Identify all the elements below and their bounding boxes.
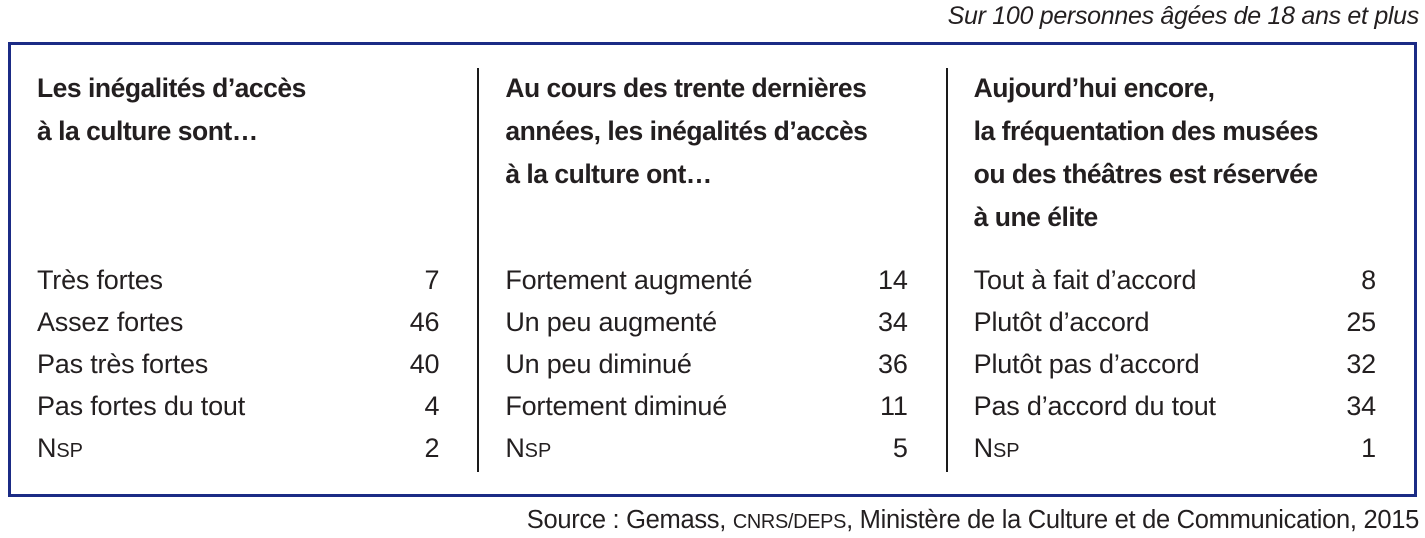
row-value: 32 (1346, 349, 1376, 379)
row-label: Un peu diminué (505, 349, 692, 379)
row-label: NSP (973, 433, 1020, 463)
column-divider (477, 68, 480, 472)
row-value: 34 (1346, 391, 1376, 421)
column-header: Aujourd’hui encore, la fréquentation des … (974, 67, 1376, 259)
table-row: Pas fortes du tout 4 (37, 385, 440, 427)
row-value: 36 (878, 349, 908, 379)
row-label: Très fortes (37, 265, 163, 295)
column-header-line: à la culture sont… (37, 116, 258, 146)
row-label: Plutôt d’accord (973, 307, 1150, 337)
row-label: Un peu augmenté (505, 307, 717, 337)
row-value: 7 (424, 265, 440, 295)
row-value: 11 (880, 391, 908, 421)
table-row: Un peu augmenté 34 (505, 301, 908, 343)
source-prefix: Source : Gemass, (526, 506, 733, 534)
row-label-smallcaps: SP (524, 440, 552, 462)
row-label: NSP (505, 433, 552, 463)
source-suffix: , Ministère de la Culture et de Communic… (846, 506, 1419, 534)
column-header-line: années, les inégalités d’accès (505, 116, 868, 146)
row-value: 1 (1361, 433, 1376, 463)
row-label: Pas d’accord du tout (973, 391, 1216, 421)
source-line: Source : Gemass, CNRS/DEPS, Ministère de… (526, 504, 1420, 538)
table-row: Fortement diminué 11 (505, 385, 908, 427)
source-institution-caps: CNRS/DEPS (732, 511, 847, 533)
survey-table: Les inégalités d’accès à la culture sont…… (8, 42, 1417, 497)
table-column: Au cours des trente dernières années, les… (479, 45, 945, 494)
table-row: Fortement augmenté 14 (505, 259, 908, 301)
row-value: 14 (878, 265, 908, 295)
row-label: Fortement augmenté (505, 265, 753, 295)
row-label: Pas très fortes (37, 349, 209, 379)
row-label: Plutôt pas d’accord (973, 349, 1200, 379)
table-row: Pas d’accord du tout 34 (973, 385, 1377, 427)
table-row: Tout à fait d’accord 8 (973, 259, 1377, 301)
table-row: NSP 5 (505, 427, 908, 469)
table-row: Pas très fortes 40 (37, 343, 440, 385)
column-header: Au cours des trente dernières années, les… (505, 67, 907, 259)
row-value: 8 (1361, 265, 1376, 295)
table-row: Un peu diminué 36 (505, 343, 908, 385)
column-header-line: Aujourd’hui encore, (973, 73, 1215, 103)
row-value: 40 (409, 349, 440, 379)
row-value: 4 (424, 391, 440, 421)
column-header-line: Au cours des trente dernières (505, 73, 867, 103)
table-column: Les inégalités d’accès à la culture sont…… (11, 45, 477, 494)
table-column: Aujourd’hui encore, la fréquentation des … (948, 45, 1414, 494)
row-label-smallcaps: SP (992, 440, 1020, 462)
row-label-smallcaps: SP (56, 440, 83, 462)
table-row: NSP 2 (37, 427, 440, 469)
row-label: Fortement diminué (505, 391, 728, 421)
row-label: NSP (37, 433, 83, 463)
row-value: 25 (1346, 307, 1376, 337)
column-header-line: à la culture ont… (505, 159, 712, 189)
column-divider (945, 68, 948, 472)
row-value: 2 (424, 433, 440, 463)
row-value: 46 (409, 307, 440, 337)
column-header-line: Les inégalités d’accès (37, 73, 306, 103)
column-header-line: la fréquentation des musées (973, 116, 1319, 146)
table-row: Très fortes 7 (37, 259, 440, 301)
row-label: Tout à fait d’accord (973, 265, 1197, 295)
row-label: Pas fortes du tout (37, 391, 246, 421)
table-row: NSP 1 (973, 427, 1377, 469)
table-row: Assez fortes 46 (37, 301, 440, 343)
row-value: 34 (878, 307, 908, 337)
table-row: Plutôt pas d’accord 32 (973, 343, 1377, 385)
column-header-line: à une élite (973, 202, 1099, 232)
row-label: Assez fortes (37, 307, 184, 337)
column-header: Les inégalités d’accès à la culture sont… (37, 67, 439, 259)
population-caption: Sur 100 personnes âgées de 18 ans et plu… (947, 2, 1420, 30)
table-row: Plutôt d’accord 25 (973, 301, 1377, 343)
row-value: 5 (892, 433, 908, 463)
column-header-line: ou des théâtres est réservée (973, 159, 1318, 189)
